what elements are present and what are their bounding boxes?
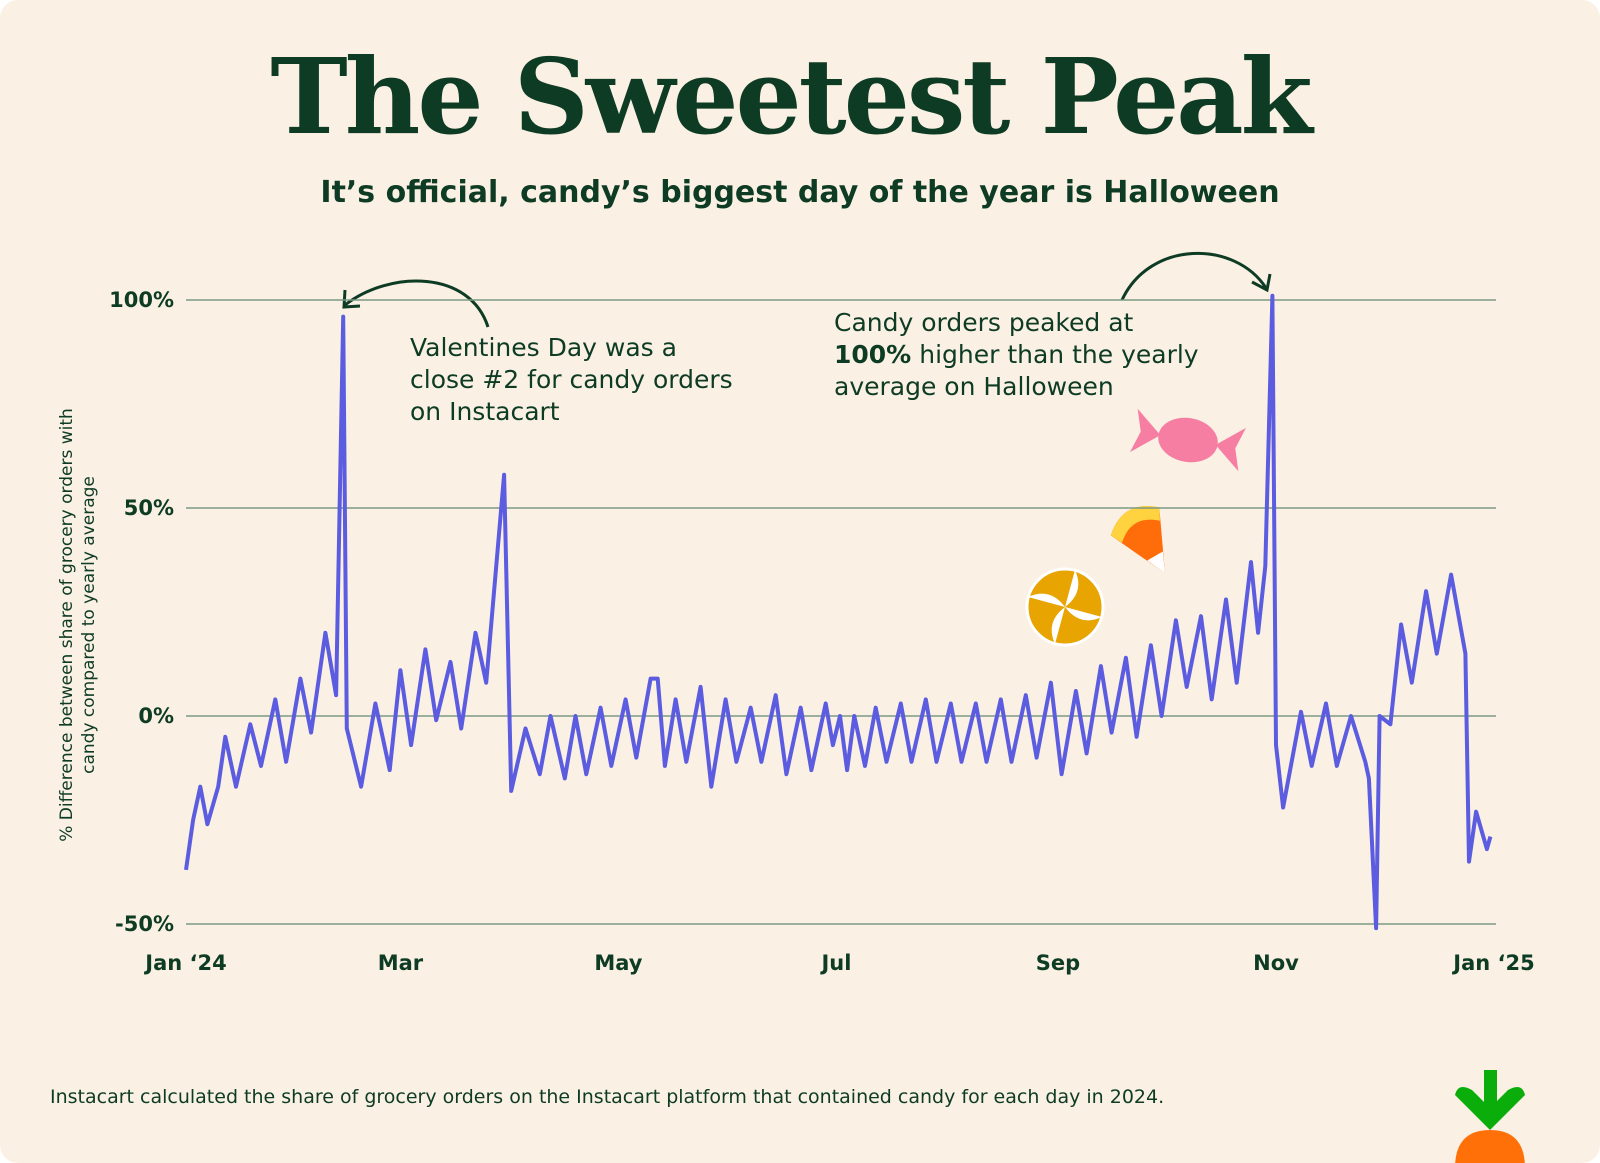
data-line — [184, 293, 1493, 931]
y-tick-label: -50% — [115, 912, 174, 936]
annotation-line: Valentines Day was a — [410, 333, 677, 362]
candy-corn — [1110, 506, 1165, 574]
chart-title: The Sweetest Peak — [270, 35, 1314, 158]
x-tick-label: Jan ‘25 — [1451, 951, 1534, 975]
annotation: Valentines Day was a close #2 for candy o… — [342, 279, 733, 426]
annotation-line: Candy orders peaked at — [834, 308, 1134, 337]
y-label-line: candy compared to yearly average — [79, 476, 99, 774]
annotation-line: 100% higher than the yearly — [834, 340, 1199, 369]
chart-subtitle: It’s official, candy’s biggest day of th… — [320, 175, 1279, 210]
annotation: Candy orders peaked at 100% higher than th… — [834, 251, 1272, 401]
y-label-line: % Difference between share of grocery or… — [57, 408, 77, 842]
y-tick-label: 100% — [109, 288, 174, 312]
x-tick-label: Jul — [819, 951, 851, 975]
x-tick-label: Jan ‘24 — [143, 951, 226, 975]
annotation-line: close #2 for candy orders — [410, 365, 733, 394]
annotation-arrow — [1120, 251, 1268, 301]
x-tick-label: May — [594, 951, 642, 975]
annotation-text: higher than the yearly — [919, 340, 1199, 369]
annotation-line: average on Halloween — [834, 372, 1114, 401]
candy-wrapped — [1130, 408, 1246, 472]
x-tick-label: Mar — [378, 951, 424, 975]
footnote: Instacart calculated the share of grocer… — [50, 1086, 1164, 1108]
plot-area: -50% 0% 50% 100% Jan ‘24 Mar May Jul Sep Nov Jan ‘… — [109, 288, 1535, 975]
x-tick-label: Sep — [1036, 951, 1080, 975]
candy-swirl — [1025, 567, 1105, 647]
annotation-arrowhead — [342, 289, 361, 309]
annotation-arrowhead — [1251, 273, 1272, 293]
logo — [1455, 1070, 1525, 1163]
y-axis-label: % Difference between share of grocery or… — [57, 408, 99, 842]
annotation-line: on Instacart — [410, 397, 560, 426]
y-tick-label: 50% — [124, 496, 174, 520]
y-tick-label: 0% — [138, 704, 174, 728]
annotation-arrow — [344, 279, 490, 328]
annotation-emphasis: 100% — [834, 340, 911, 369]
x-tick-label: Nov — [1253, 951, 1299, 975]
